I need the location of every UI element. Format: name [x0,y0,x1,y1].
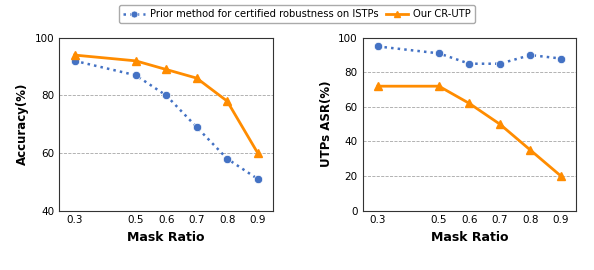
X-axis label: Mask Ratio: Mask Ratio [431,231,508,244]
Y-axis label: Accuracy(%): Accuracy(%) [17,83,29,166]
Y-axis label: UTPs ASR(%): UTPs ASR(%) [320,81,333,167]
X-axis label: Mask Ratio: Mask Ratio [128,231,205,244]
Legend: Prior method for certified robustness on ISTPs, Our CR-UTP: Prior method for certified robustness on… [119,5,475,23]
